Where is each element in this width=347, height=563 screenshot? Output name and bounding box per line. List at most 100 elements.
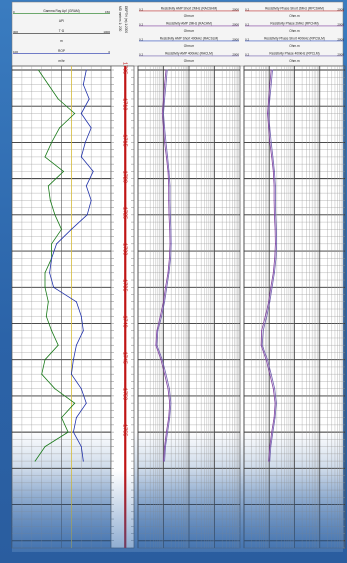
data-point: [51, 243, 53, 245]
data-point: [37, 69, 39, 71]
depth-tick-label: 1725: [121, 207, 127, 219]
data-point: [270, 286, 272, 288]
data-point: [53, 286, 55, 288]
data-point: [275, 228, 277, 230]
data-point: [165, 156, 167, 158]
curve-name-label: Ohm.m: [184, 59, 195, 63]
data-point: [164, 373, 166, 375]
curve-name-label: Resistivity Phase 400kHz (RPCLM): [269, 51, 319, 55]
data-point: [72, 359, 74, 361]
data-point: [168, 257, 170, 259]
scale-max-label: 0: [108, 50, 110, 54]
data-point: [273, 170, 275, 172]
scale-min-label: 0.2: [139, 37, 144, 41]
data-point: [51, 257, 53, 259]
data-point: [92, 170, 94, 172]
curve-name-label: Ohm.m: [289, 29, 300, 33]
log-paper: [12, 2, 343, 552]
data-point: [269, 98, 271, 100]
data-point: [276, 243, 278, 245]
data-point: [164, 460, 166, 462]
data-point: [268, 301, 270, 303]
data-point: [80, 156, 82, 158]
data-point: [167, 170, 169, 172]
bottom-fade: [12, 470, 343, 552]
data-point: [272, 272, 274, 274]
data-point: [273, 199, 275, 201]
series-line: [34, 69, 76, 462]
scale-min-label: 0.2: [245, 22, 250, 26]
scale-max-label: 2000: [337, 52, 344, 56]
scale-min-label: 0.2: [139, 52, 144, 56]
data-point: [268, 127, 270, 129]
data-point: [268, 98, 270, 100]
data-point: [72, 431, 74, 433]
curve-name-label: Resistivity Phase Short 400kHz (RPCSLM): [264, 36, 325, 40]
data-point: [165, 286, 166, 288]
depth-tick-label: 1710: [121, 98, 127, 110]
scale-min-label: 0: [13, 10, 15, 14]
data-point: [167, 431, 169, 433]
data-point: [45, 315, 47, 317]
curve-name-label: m: [60, 39, 63, 43]
data-point: [168, 388, 170, 390]
data-point: [166, 286, 168, 288]
data-point: [165, 373, 167, 375]
data-point: [269, 373, 271, 375]
data-point: [54, 214, 56, 216]
data-point: [167, 388, 169, 390]
series-line: [261, 69, 277, 462]
data-point: [167, 156, 169, 158]
data-point: [75, 417, 77, 419]
data-point: [262, 330, 264, 332]
data-point: [85, 69, 87, 71]
depth-tick-label: 1735: [121, 279, 127, 291]
data-point: [44, 286, 46, 288]
data-point: [70, 228, 72, 230]
curve-name-label: Resistivity Phase 2MHz (RPCHM): [270, 21, 318, 25]
data-point: [165, 431, 167, 433]
scale-max-label: 150: [105, 10, 110, 14]
data-point: [44, 156, 46, 158]
data-point: [270, 446, 272, 448]
curve-name-label: Ohm.m: [184, 14, 195, 18]
data-point: [161, 315, 163, 317]
curve-name-label: Resistivity AMP 2MHz (RACHM): [166, 21, 212, 25]
data-point: [168, 199, 170, 201]
series-line: [49, 69, 94, 462]
scale-min-label: 300: [13, 30, 18, 34]
data-point: [54, 388, 56, 390]
data-point: [163, 127, 164, 129]
depth-tick-label: 1750: [121, 388, 127, 400]
data-point: [168, 214, 170, 216]
series-line: [260, 69, 276, 462]
scale-min-label: 0.2: [245, 7, 250, 11]
series-line: [155, 69, 171, 462]
data-point: [270, 141, 272, 143]
data-point: [47, 301, 49, 303]
data-point: [267, 113, 268, 114]
data-point: [85, 185, 87, 187]
scale-min-label: 0.2: [139, 22, 144, 26]
data-point: [80, 446, 82, 448]
data-point: [47, 84, 49, 85]
scale-min-label: 0.2: [245, 37, 250, 41]
data-point: [80, 315, 82, 317]
data-point: [165, 141, 167, 143]
data-point: [80, 113, 82, 114]
data-point: [272, 388, 274, 390]
data-point: [164, 446, 166, 448]
data-point: [156, 344, 158, 346]
curve-name-label: Ohm.m: [289, 44, 300, 48]
data-point: [164, 141, 166, 143]
data-point: [75, 301, 77, 303]
data-point: [169, 402, 171, 404]
data-point: [167, 272, 169, 274]
data-point: [268, 460, 270, 462]
data-point: [272, 156, 274, 158]
data-point: [270, 373, 272, 375]
data-point: [56, 243, 58, 245]
data-point: [269, 446, 271, 448]
data-point: [41, 373, 43, 375]
